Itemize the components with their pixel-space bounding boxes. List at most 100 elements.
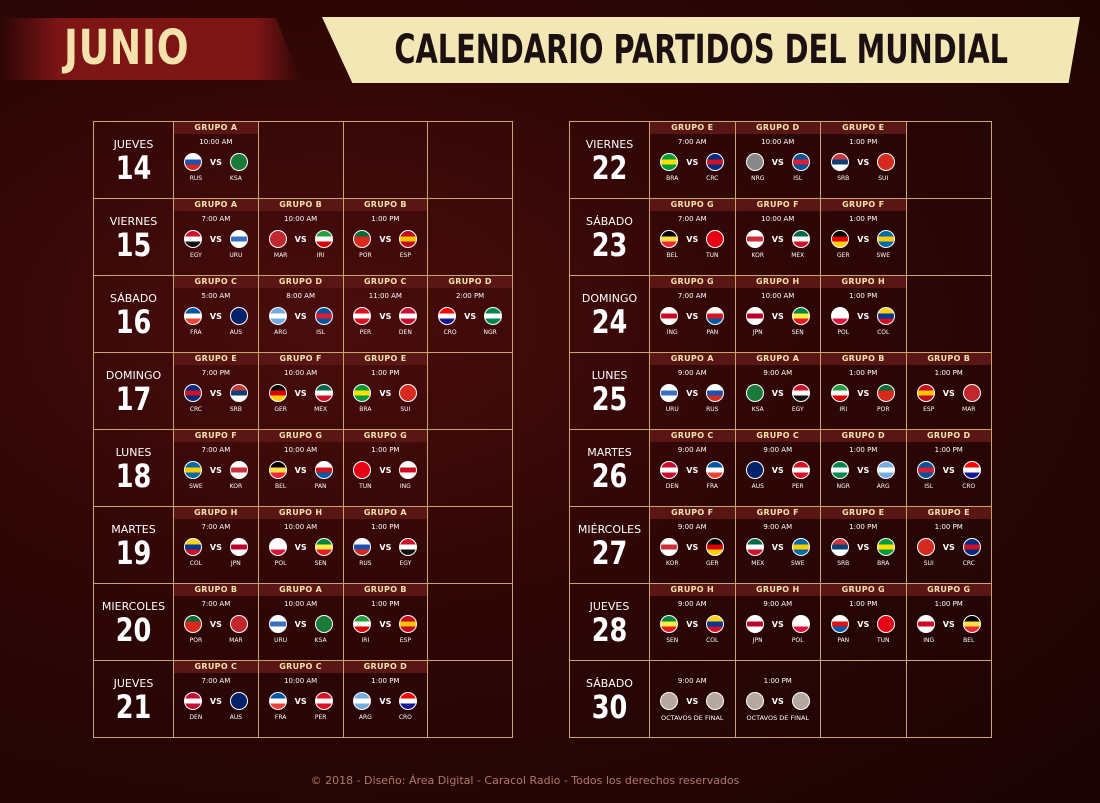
away-team-code: CRO (962, 483, 976, 490)
team-codes: ESP MAR (907, 406, 992, 413)
home-team-code: PAN (837, 637, 850, 644)
match-cell (905, 198, 992, 276)
teams-row: VS (821, 307, 906, 325)
home-team-code: GER (274, 406, 287, 413)
day-cell: DOMINGO 17 (93, 352, 174, 430)
match-time: 7:00 AM (677, 215, 707, 223)
team-codes: KSA EGY (736, 406, 821, 413)
team-codes: RUS KSA (174, 175, 258, 182)
match-card: GRUPO A 10:00 AM VS URU KSA (258, 584, 343, 660)
match-time: 7:00 AM (201, 523, 231, 531)
away-team-code: COL (877, 329, 890, 336)
match-card: GRUPO G 1:00 PM VS ING BEL (906, 584, 991, 660)
team-codes: RUS EGY (344, 560, 428, 567)
flag-icon (229, 153, 248, 171)
teams-row: VS (736, 153, 821, 171)
group-label: GRUPO F (650, 507, 735, 519)
away-team-code: AUS (229, 329, 243, 336)
home-team-code: IRI (839, 406, 848, 413)
match-time: 10:00 AM (199, 138, 233, 146)
flag-icon (183, 461, 202, 479)
match-cell: GRUPO C 9:00 AM VS DEN FRA (649, 429, 736, 507)
match-time: 9:00 AM (763, 446, 793, 454)
match-card: GRUPO H 10:00 AM VS JPN SEN (735, 276, 820, 352)
vs-label: VS (294, 619, 307, 629)
flag-icon (877, 307, 896, 325)
away-team-code: POR (876, 406, 890, 413)
day-row: DOMINGO 17 GRUPO E 7:00 PM VS CRC SRB GRUPO F 10… (93, 352, 513, 430)
day-row: VIERNES 22 GRUPO E 7:00 AM VS BRA CRC GRUPO D 10… (569, 121, 992, 199)
match-cell: GRUPO B 7:00 AM VS POR MAR (173, 583, 259, 661)
flag-icon (791, 615, 810, 633)
group-label: GRUPO G (650, 276, 735, 288)
flag-icon (268, 384, 287, 402)
day-number: 15 (115, 225, 152, 264)
match-card: GRUPO B 1:00 PM VS IRI POR (821, 353, 906, 429)
match-cell: GRUPO G 10:00 AM VS BEL PAN (257, 429, 344, 507)
group-label: GRUPO C (650, 430, 735, 442)
team-codes: NGR ARG (821, 483, 906, 490)
flag-icon (877, 538, 896, 556)
away-team-code: KOR (229, 483, 243, 490)
flag-icon (353, 461, 372, 479)
away-team-code: GER (705, 560, 719, 567)
teams-row: VS (736, 384, 821, 402)
day-cell: DOMINGO 24 (569, 275, 650, 353)
match-cell: GRUPO H 1:00 PM VS POL COL (820, 275, 907, 353)
day-name: SÁBADO (586, 214, 633, 228)
group-label: GRUPO F (735, 507, 820, 519)
vs-label: VS (379, 465, 392, 475)
teams-row: VS (650, 461, 735, 479)
vs-label: VS (294, 311, 307, 321)
group-label: GRUPO E (906, 507, 991, 519)
match-time: 9:00 AM (677, 369, 707, 377)
teams-row: VS (344, 384, 428, 402)
match-card: GRUPO A 9:00 AM VS KSA EGY (735, 353, 821, 429)
match-cell (905, 660, 992, 738)
team-codes: SRB SUI (821, 175, 906, 182)
home-team-code: ARG (274, 329, 288, 336)
match-cell: GRUPO E 1:00 PM VS SRB SUI (820, 121, 907, 199)
flag-icon (183, 692, 202, 710)
flag-icon (484, 307, 503, 325)
day-number: 24 (591, 302, 628, 341)
match-time: 7:00 AM (201, 677, 231, 685)
away-team-code: SEN (791, 329, 804, 336)
match-card: GRUPO D 8:00 AM VS ARG ISL (258, 276, 343, 352)
team-codes: SUI CRC (907, 560, 992, 567)
day-cell: MARTES 19 (93, 506, 174, 584)
flag-icon (353, 615, 372, 633)
match-cell: GRUPO F 9:00 AM VS KOR GER (649, 506, 736, 584)
calendar-left: JUEVES 14 GRUPO A 10:00 AM VS RUS KSA VIERNES 15… (93, 121, 513, 738)
day-cell: SÁBADO 30 (569, 660, 650, 738)
match-cell: GRUPO G 7:00 AM VS BEL TUN (649, 198, 736, 276)
team-codes: IRI POR (821, 406, 906, 413)
home-team-code: ESP (923, 406, 935, 413)
vs-label: VS (464, 311, 477, 321)
day-row: SÁBADO 16 GRUPO C 5:00 AM VS FRA AUS GRUPO D 8:0… (93, 275, 513, 353)
teams-row: VS (736, 461, 821, 479)
away-team-code: KSA (229, 175, 242, 182)
day-number: 14 (115, 148, 152, 187)
vs-label: VS (209, 157, 222, 167)
teams-row: VS (344, 692, 428, 710)
match-cell (342, 121, 429, 199)
flag-icon (399, 615, 418, 633)
teams-row: VS (174, 307, 258, 325)
away-team-code: MAR (962, 406, 976, 413)
group-label: GRUPO E (821, 122, 906, 134)
team-codes: TUN ING (344, 483, 428, 490)
match-cell: GRUPO C 7:00 AM VS DEN AUS (173, 660, 259, 738)
group-label: GRUPO D (258, 276, 343, 288)
match-cell: GRUPO D 2:00 PM VS CRO NGR (427, 275, 513, 353)
team-codes: SEN COL (650, 637, 735, 644)
match-card: GRUPO C 9:00 AM VS AUS PER (735, 430, 821, 506)
group-label: GRUPO C (735, 430, 820, 442)
teams-row: VS (259, 307, 343, 325)
day-number: 28 (591, 610, 628, 649)
away-team-code: MEX (314, 406, 328, 413)
day-number: 16 (115, 302, 152, 341)
match-cell: GRUPO B 1:00 PM VS IRI ESP (342, 583, 429, 661)
team-codes: PAN TUN (821, 637, 906, 644)
match-cell (905, 275, 992, 353)
